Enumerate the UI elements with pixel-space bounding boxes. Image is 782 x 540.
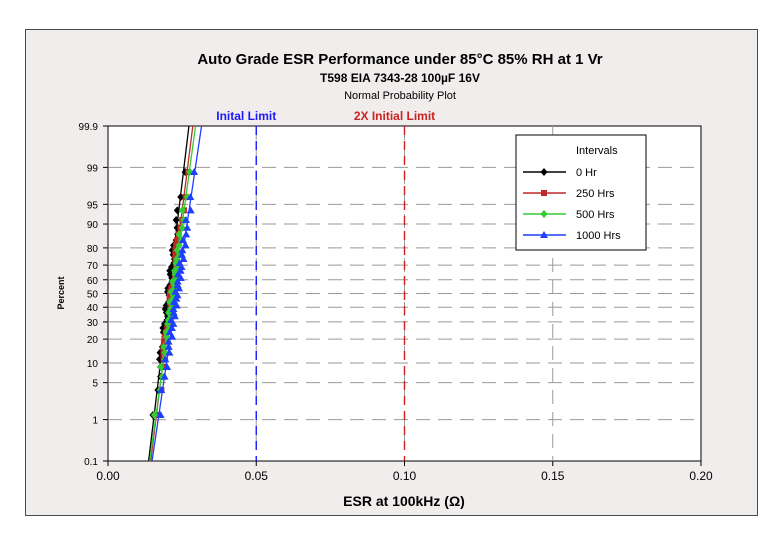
data-point — [157, 363, 165, 372]
data-point — [179, 255, 188, 263]
data-point — [181, 241, 190, 249]
reference-line-label: 2X Initial Limit — [354, 109, 435, 123]
legend-swatch-marker — [541, 190, 547, 196]
chart-subtitle: T598 EIA 7343-28 100µF 16V — [320, 71, 480, 85]
y-tick-label: 80 — [87, 244, 99, 255]
data-point — [177, 263, 186, 271]
data-point — [166, 292, 173, 299]
y-tick-label: 50 — [87, 290, 99, 301]
x-tick-label: 0.10 — [393, 469, 417, 483]
chart-svg: Auto Grade ESR Performance under 85°C 85… — [56, 51, 713, 509]
data-point — [174, 237, 181, 244]
data-point — [169, 319, 178, 327]
x-tick-label: 0.05 — [245, 469, 269, 483]
legend-entry: 500 Hrs — [576, 209, 615, 221]
data-point — [177, 192, 185, 201]
legend-title: Intervals — [576, 145, 618, 157]
legend-swatch-marker — [540, 168, 548, 176]
x-tick-label: 0.15 — [541, 469, 565, 483]
data-point — [178, 246, 187, 254]
data-point — [175, 230, 183, 239]
data-point — [182, 230, 191, 238]
data-point — [156, 410, 165, 418]
x-tick-label: 0.00 — [96, 469, 120, 483]
reference-line-label: Inital Limit — [216, 109, 276, 123]
data-point — [183, 223, 192, 231]
y-tick-label: 70 — [87, 261, 99, 272]
data-point — [174, 270, 183, 278]
data-point — [172, 251, 179, 258]
data-point — [167, 323, 176, 331]
data-point — [161, 355, 170, 363]
data-point — [167, 315, 176, 323]
data-point — [157, 386, 166, 394]
chart-subtitle2: Normal Probability Plot — [344, 90, 456, 102]
chart-frame: Auto Grade ESR Performance under 85°C 85… — [25, 29, 758, 516]
data-point — [186, 206, 195, 214]
data-point — [165, 348, 174, 356]
legend-swatch-marker — [540, 231, 548, 238]
data-point — [170, 312, 179, 320]
data-point — [177, 250, 186, 258]
data-point — [172, 215, 180, 224]
y-axis-label: Percent — [56, 276, 66, 309]
y-tick-label: 1 — [92, 416, 98, 427]
data-point — [190, 168, 199, 176]
chart-title: Auto Grade ESR Performance under 85°C 85… — [197, 51, 602, 68]
data-point — [179, 236, 188, 244]
y-tick-label: 30 — [87, 318, 99, 329]
x-axis-label: ESR at 100kHz (Ω) — [343, 493, 465, 509]
y-tick-label: 40 — [87, 303, 99, 314]
data-point — [163, 363, 172, 371]
data-point — [181, 215, 190, 223]
data-point — [176, 266, 185, 274]
data-point — [169, 304, 178, 312]
y-tick-label: 0.1 — [84, 457, 98, 468]
data-point — [160, 372, 169, 380]
y-tick-label: 95 — [87, 200, 99, 211]
data-point — [168, 332, 177, 340]
data-point — [176, 274, 185, 282]
y-tick-label: 60 — [87, 276, 99, 287]
data-point — [173, 277, 182, 285]
legend-entry: 1000 Hrs — [576, 230, 621, 242]
legend: Intervals 0 Hr 250 Hrs 500 Hrs 1000 Hrs — [515, 134, 647, 251]
data-point — [164, 337, 173, 345]
data-point — [173, 206, 181, 215]
data-point — [154, 411, 161, 418]
data-point — [164, 342, 173, 350]
y-tick-label: 20 — [87, 335, 99, 346]
y-tick-label: 99 — [87, 163, 99, 174]
data-point — [170, 280, 178, 289]
y-tick-label: 5 — [92, 379, 98, 390]
data-point — [169, 308, 178, 316]
data-point — [150, 410, 158, 419]
data-point — [165, 328, 174, 336]
reference-lines: Inital Limit 2X Initial Limit — [216, 109, 435, 461]
x-tick-label: 0.20 — [689, 469, 713, 483]
axes: 0.1 1 5 10 20 30 40 50 60 70 80 90 95 99 99.9 0.00 0.05 0… — [79, 122, 713, 483]
data-point — [160, 338, 167, 345]
y-tick-label: 90 — [87, 220, 99, 231]
legend-entry: 0 Hr — [576, 167, 597, 179]
data-point — [175, 259, 184, 267]
data-layer — [147, 125, 203, 462]
y-tick-label: 10 — [87, 359, 99, 370]
data-point — [178, 206, 186, 215]
data-point — [186, 192, 195, 200]
y-tick-label: 99.9 — [79, 122, 99, 133]
series-group — [151, 125, 203, 462]
legend-swatch-marker — [540, 210, 548, 218]
legend-entry: 250 Hrs — [576, 188, 615, 200]
